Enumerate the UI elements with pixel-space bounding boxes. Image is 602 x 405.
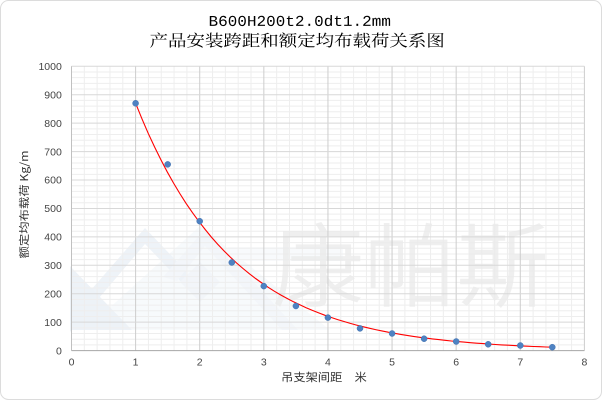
svg-text:900: 900: [44, 89, 62, 101]
svg-text:1000: 1000: [38, 61, 62, 73]
svg-text:7: 7: [517, 356, 523, 368]
svg-text:600: 600: [44, 175, 62, 187]
svg-text:4: 4: [325, 356, 331, 368]
svg-text:8: 8: [581, 356, 587, 368]
svg-text:5: 5: [389, 356, 395, 368]
svg-text:0: 0: [56, 345, 62, 357]
svg-text:100: 100: [44, 317, 62, 329]
svg-text:400: 400: [44, 232, 62, 244]
svg-text:700: 700: [44, 146, 62, 158]
svg-text:0: 0: [69, 356, 75, 368]
svg-text:3: 3: [261, 356, 267, 368]
svg-text:500: 500: [44, 203, 62, 215]
svg-text:2: 2: [197, 356, 203, 368]
svg-text:800: 800: [44, 118, 62, 130]
svg-text:200: 200: [44, 288, 62, 300]
svg-text:6: 6: [453, 356, 459, 368]
svg-text:300: 300: [44, 260, 62, 272]
svg-text:1: 1: [133, 356, 139, 368]
